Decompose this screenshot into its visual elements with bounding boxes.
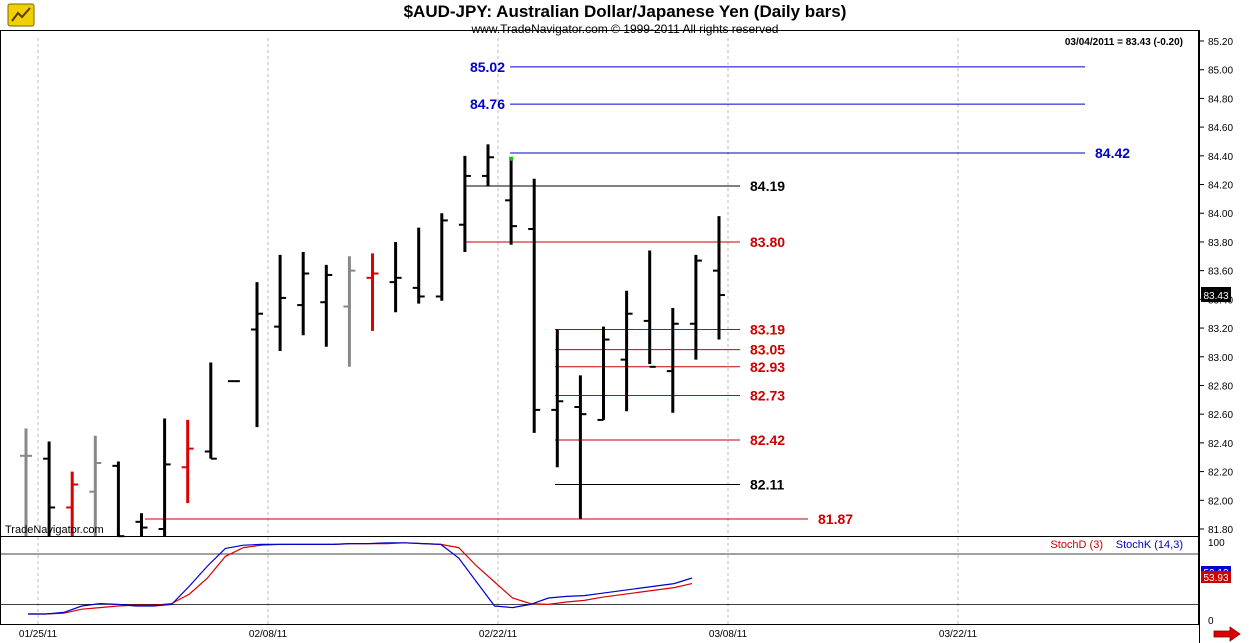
price-tick-label: 85.00	[1208, 66, 1233, 77]
price-axis: 85.20 85.00 84.80 84.60 84.40 84.20 84.00 83.80…	[1199, 37, 1233, 536]
level-label: 82.93	[750, 359, 785, 375]
stoch-tick-100: 100	[1208, 538, 1225, 549]
price-tick-label: 83.60	[1208, 267, 1233, 278]
price-tick-label: 82.80	[1208, 381, 1233, 392]
date-axis: 01/25/11 02/08/11 02/22/11 03/08/11 03/22/11	[19, 629, 978, 640]
level-label: 82.73	[750, 388, 785, 404]
price-tick-label: 82.20	[1208, 468, 1233, 479]
last-price-label: 83.43	[1203, 291, 1228, 302]
price-panel-frame	[0, 30, 1199, 537]
price-tick-label: 82.60	[1208, 410, 1233, 421]
trade-navigator-logo-icon	[7, 3, 35, 27]
stochk-line	[28, 542, 693, 615]
price-tick-label: 85.20	[1208, 37, 1233, 48]
price-tick-label: 81.80	[1208, 525, 1233, 536]
last-price-tag	[1201, 287, 1231, 302]
level-label: 83.80	[750, 234, 785, 250]
date-tick-label: 02/08/11	[249, 629, 288, 640]
date-tick-label: 02/22/11	[479, 629, 518, 640]
stochk-legend: StochK (14,3)	[1116, 539, 1183, 551]
price-tick-label: 84.80	[1208, 94, 1233, 105]
grid	[0, 38, 1199, 624]
stoch-tick-0: 0	[1208, 616, 1214, 627]
quote-label: 03/04/2011 = 83.43 (-0.20)	[1065, 37, 1183, 48]
level-label: 83.19	[750, 321, 785, 337]
price-tick-label: 83.20	[1208, 324, 1233, 335]
signal-marker	[509, 156, 514, 161]
date-tick-label: 01/25/11	[19, 629, 58, 640]
price-bars	[20, 144, 725, 538]
level-label: 81.87	[818, 511, 853, 527]
stochd-legend: StochD (3)	[1050, 539, 1103, 551]
level-label: 82.11	[750, 477, 784, 493]
price-tick-label: 84.00	[1208, 209, 1233, 220]
date-tick-label: 03/22/11	[939, 629, 978, 640]
price-tick-label: 84.20	[1208, 181, 1233, 192]
stochk-value-tag	[1201, 571, 1231, 583]
level-label: 84.42	[1095, 145, 1130, 161]
price-tick-label: 83.00	[1208, 353, 1233, 364]
support-resistance-levels: 85.02 84.76 84.42 84.19 83.80 83.19 83.0582.93…	[145, 59, 1130, 527]
stochastic-lines	[28, 542, 693, 615]
price-tick-label: 84.60	[1208, 123, 1233, 134]
price-tick-label: 84.40	[1208, 152, 1233, 163]
level-label: 85.02	[470, 59, 505, 75]
price-tick-label: 83.80	[1208, 238, 1233, 249]
level-label: 83.05	[750, 342, 785, 358]
watermark: TradeNavigator.com	[5, 524, 104, 536]
level-label: 84.76	[470, 96, 505, 112]
chart-subtitle: www.TradeNavigator.com © 1999-2011 All r…	[471, 22, 779, 36]
stochk-value-label: 53.93	[1203, 573, 1228, 584]
price-tick-label: 82.00	[1208, 496, 1233, 507]
level-label: 82.42	[750, 432, 785, 448]
chart-title: $AUD-JPY: Australian Dollar/Japanese Yen…	[404, 2, 847, 21]
price-tick-label: 82.40	[1208, 439, 1233, 450]
scroll-right-arrow-icon[interactable]	[1212, 626, 1242, 642]
stoch-panel-frame	[0, 536, 1199, 625]
level-label: 84.19	[750, 178, 785, 194]
date-tick-label: 03/08/11	[709, 629, 748, 640]
